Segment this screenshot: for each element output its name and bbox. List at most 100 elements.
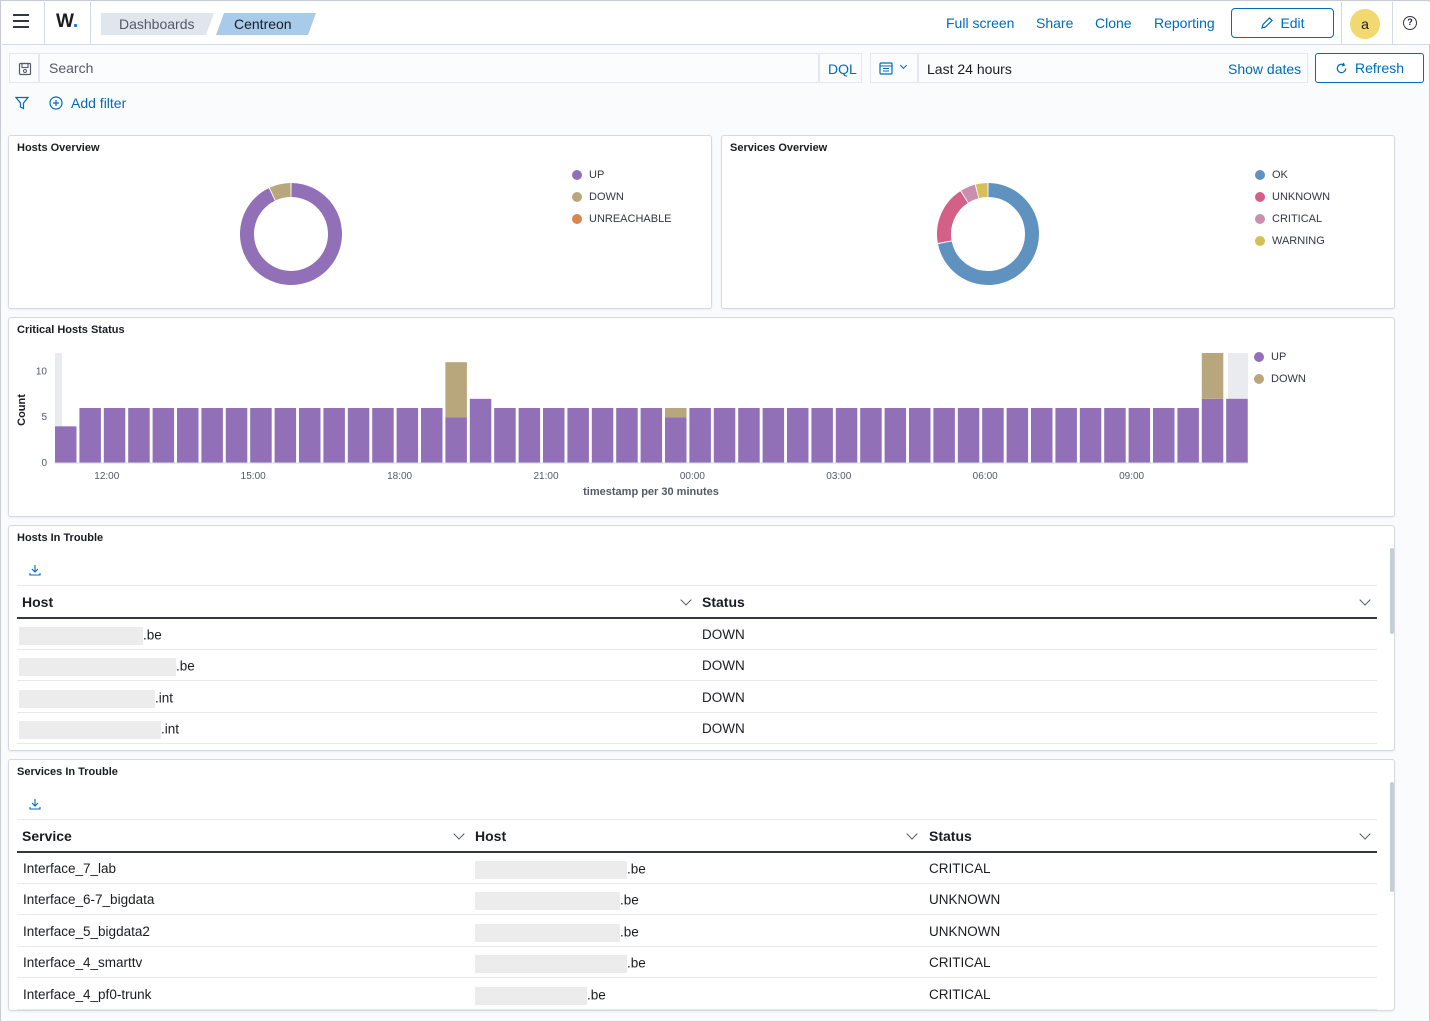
show-dates-link[interactable]: Show dates — [1228, 61, 1302, 77]
bar-up[interactable] — [1177, 408, 1199, 463]
add-filter-button[interactable]: Add filter — [71, 95, 127, 111]
bar-up[interactable] — [1128, 408, 1151, 463]
bar-up[interactable] — [372, 408, 394, 463]
bar-up[interactable] — [274, 408, 297, 463]
search-input[interactable]: Search — [39, 53, 819, 83]
column-header-status[interactable]: Status — [929, 828, 972, 844]
user-avatar[interactable]: a — [1350, 9, 1380, 39]
legend-item-down[interactable]: DOWN — [1254, 372, 1306, 394]
bar-up[interactable] — [543, 408, 565, 463]
donut-slice-critical[interactable] — [961, 184, 979, 203]
help-icon[interactable]: ? — [1403, 16, 1417, 30]
bar-up[interactable] — [738, 408, 760, 463]
bar-up[interactable] — [128, 408, 150, 463]
bar-down[interactable] — [1201, 353, 1224, 399]
bar-up[interactable] — [567, 408, 589, 463]
date-quick-menu-button[interactable] — [870, 53, 918, 83]
donut-slice-ok[interactable] — [938, 183, 1039, 285]
legend-item-unknown[interactable]: UNKNOWN — [1255, 190, 1330, 212]
edit-button[interactable]: Edit — [1231, 8, 1334, 38]
chevron-down-icon[interactable] — [1359, 828, 1371, 840]
chevron-down-icon[interactable] — [453, 828, 465, 840]
scrollbar[interactable] — [1390, 548, 1394, 634]
bar-up[interactable] — [982, 408, 1004, 463]
legend-item-warning[interactable]: WARNING — [1255, 234, 1330, 256]
bar-up[interactable] — [250, 408, 272, 463]
bar-down[interactable] — [665, 408, 687, 418]
bar-up[interactable] — [55, 426, 77, 463]
column-header-host[interactable]: Host — [22, 594, 54, 610]
bar-up[interactable] — [323, 408, 345, 463]
bar-up[interactable] — [616, 408, 638, 463]
bar-up[interactable] — [1055, 408, 1077, 463]
breadcrumb-dashboards[interactable]: Dashboards — [101, 13, 214, 35]
bar-up[interactable] — [933, 408, 955, 463]
download-icon[interactable] — [29, 798, 41, 810]
bar-up[interactable] — [860, 408, 882, 463]
bar-up[interactable] — [1226, 398, 1248, 463]
bar-up[interactable] — [1031, 408, 1053, 463]
app-logo[interactable]: W. — [56, 11, 78, 33]
refresh-button[interactable]: Refresh — [1315, 53, 1424, 83]
bar-up[interactable] — [396, 408, 419, 463]
bar-up[interactable] — [1153, 408, 1175, 463]
bar-up[interactable] — [1201, 398, 1224, 463]
donut-slice-up[interactable] — [240, 183, 342, 285]
table-row[interactable]: Interface_7_lab .be CRITICAL — [17, 853, 1377, 884]
bar-up[interactable] — [909, 408, 931, 463]
bar-up[interactable] — [494, 408, 516, 463]
bar-up[interactable] — [469, 398, 492, 463]
table-row[interactable]: Interface_4_smarttv .be CRITICAL — [17, 947, 1377, 978]
legend-item-down[interactable]: DOWN — [572, 190, 672, 212]
table-row[interactable]: Interface_6-7_bigdata .be UNKNOWN — [17, 884, 1377, 915]
saved-query-button[interactable] — [9, 53, 39, 83]
bar-up[interactable] — [1104, 408, 1126, 463]
bar-up[interactable] — [762, 408, 785, 463]
bar-up[interactable] — [811, 408, 833, 463]
bar-up[interactable] — [835, 408, 858, 463]
clone-link[interactable]: Clone — [1095, 15, 1132, 31]
bar-up[interactable] — [689, 408, 711, 463]
legend-item-unreachable[interactable]: UNREACHABLE — [572, 212, 672, 234]
table-row[interactable]: .int DOWN — [17, 713, 1377, 744]
scrollbar[interactable] — [1390, 782, 1394, 892]
hamburger-menu-icon[interactable] — [13, 14, 33, 32]
table-row[interactable]: .int DOWN — [17, 682, 1377, 713]
column-header-status[interactable]: Status — [702, 594, 745, 610]
bar-up[interactable] — [591, 408, 614, 463]
bar-up[interactable] — [152, 408, 175, 463]
filter-icon[interactable] — [15, 96, 29, 110]
bar-up[interactable] — [225, 408, 248, 463]
bar-up[interactable] — [421, 408, 443, 463]
bar-up[interactable] — [713, 408, 736, 463]
legend-item-up[interactable]: UP — [572, 168, 672, 190]
bar-up[interactable] — [518, 408, 541, 463]
reporting-link[interactable]: Reporting — [1154, 15, 1215, 31]
chevron-down-icon[interactable] — [680, 594, 692, 606]
bar-up[interactable] — [201, 408, 223, 463]
table-row[interactable]: Interface_4_pf0-trunk .be CRITICAL — [17, 979, 1377, 1010]
legend-item-up[interactable]: UP — [1254, 350, 1306, 372]
column-header-service[interactable]: Service — [22, 828, 72, 844]
donut-slice-warning[interactable] — [975, 183, 988, 199]
bar-up[interactable] — [1006, 408, 1029, 463]
dql-button[interactable]: DQL — [819, 53, 862, 83]
bar-down[interactable] — [445, 362, 467, 418]
legend-item-ok[interactable]: OK — [1255, 168, 1330, 190]
download-icon[interactable] — [29, 564, 41, 576]
full-screen-link[interactable]: Full screen — [946, 15, 1015, 31]
bar-up[interactable] — [177, 408, 199, 463]
bar-up[interactable] — [957, 408, 980, 463]
chevron-down-icon[interactable] — [906, 828, 918, 840]
column-header-host[interactable]: Host — [475, 828, 507, 844]
table-row[interactable]: .be DOWN — [17, 650, 1377, 681]
bar-up[interactable] — [103, 408, 126, 463]
bar-up[interactable] — [299, 408, 321, 463]
bar-up[interactable] — [665, 417, 687, 463]
time-picker[interactable]: Last 24 hours Show dates — [918, 53, 1308, 83]
bar-up[interactable] — [79, 408, 101, 463]
donut-slice-down[interactable] — [269, 183, 291, 201]
bar-up[interactable] — [884, 408, 907, 463]
donut-slice-unknown[interactable] — [937, 191, 969, 244]
bar-up[interactable] — [347, 408, 370, 463]
